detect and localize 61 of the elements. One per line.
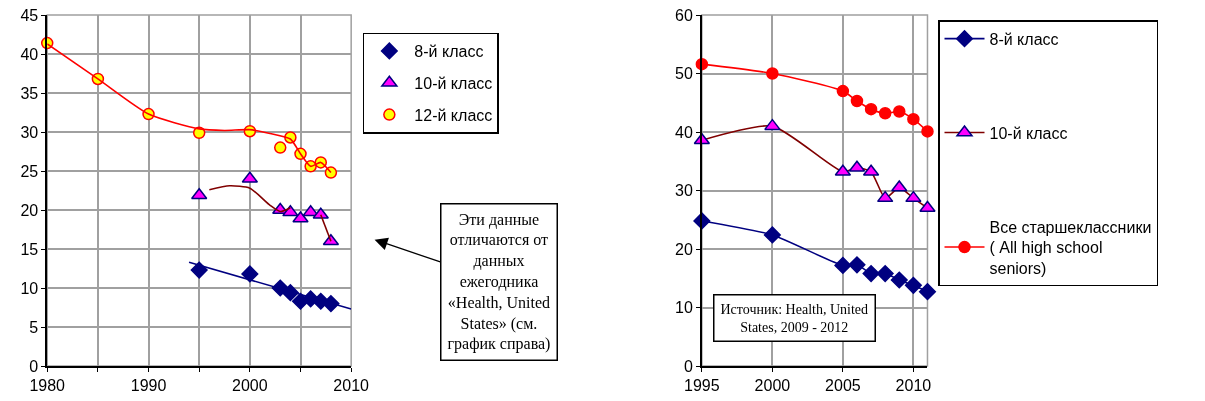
y-tick-label: 50 <box>675 65 694 83</box>
x-tick-label: 2000 <box>754 376 791 394</box>
x-tick-label: 1995 <box>684 376 720 394</box>
legend-label: 8-й класс <box>989 30 1059 48</box>
point <box>890 271 908 289</box>
point <box>834 256 852 274</box>
point <box>904 276 922 294</box>
point <box>876 265 894 283</box>
y-tick-label: 60 <box>675 6 694 24</box>
y-tick-label: 0 <box>29 357 39 375</box>
y-tick-label: 45 <box>20 6 39 24</box>
point <box>764 118 781 131</box>
y-tick-label: 20 <box>20 201 39 219</box>
point <box>864 102 878 116</box>
y-tick-label: 15 <box>20 240 39 258</box>
point <box>862 265 880 283</box>
point <box>905 190 922 203</box>
point <box>274 141 287 154</box>
point <box>322 233 340 246</box>
y-tick-label: 0 <box>684 357 694 375</box>
legend-label: 10-й класс <box>989 124 1068 142</box>
annotation: Источник: Health, United States, 2009 - 2012 <box>720 301 869 335</box>
point <box>891 180 908 192</box>
point <box>190 187 208 200</box>
x-tick-label: 2005 <box>825 376 861 394</box>
point <box>836 84 850 98</box>
point <box>921 125 934 138</box>
x-tick-label: 2010 <box>895 376 932 394</box>
y-tick-label: 10 <box>675 299 694 317</box>
x-tick-label: 2000 <box>232 376 268 394</box>
legend-label: 10-й класс <box>414 74 493 92</box>
y-tick-label: 20 <box>675 240 694 258</box>
y-tick-label: 30 <box>20 123 39 141</box>
y-tick-label: 10 <box>20 279 39 297</box>
point <box>907 112 920 126</box>
point <box>190 261 208 279</box>
y-tick-label: 25 <box>20 162 39 180</box>
y-tick-label: 35 <box>20 84 39 102</box>
y-tick-label: 40 <box>20 45 39 63</box>
point <box>292 211 309 223</box>
x-tick-label: 1990 <box>130 376 167 394</box>
point <box>876 190 894 203</box>
legend-label: 12-й класс <box>414 106 493 124</box>
point <box>322 295 340 313</box>
point <box>878 107 892 120</box>
point <box>763 226 781 244</box>
y-tick-label: 40 <box>675 123 694 141</box>
point <box>850 94 864 108</box>
point <box>893 105 906 118</box>
point <box>766 67 779 80</box>
legend-label: 8-й класс <box>414 43 484 61</box>
y-tick-label: 5 <box>29 318 39 336</box>
point <box>241 265 259 283</box>
x-tick-label: 1980 <box>29 376 66 394</box>
legend-label: Все старшеклассники ( All high school seniors) <box>989 218 1152 278</box>
text: Эти данные отличаются от данных ежегодника «Health, United States» (см. график справа) <box>447 210 551 354</box>
point <box>848 256 866 274</box>
point <box>918 283 937 301</box>
y-tick-label: 30 <box>675 182 694 200</box>
x-tick-label: 2010 <box>333 376 370 394</box>
point <box>919 200 936 213</box>
